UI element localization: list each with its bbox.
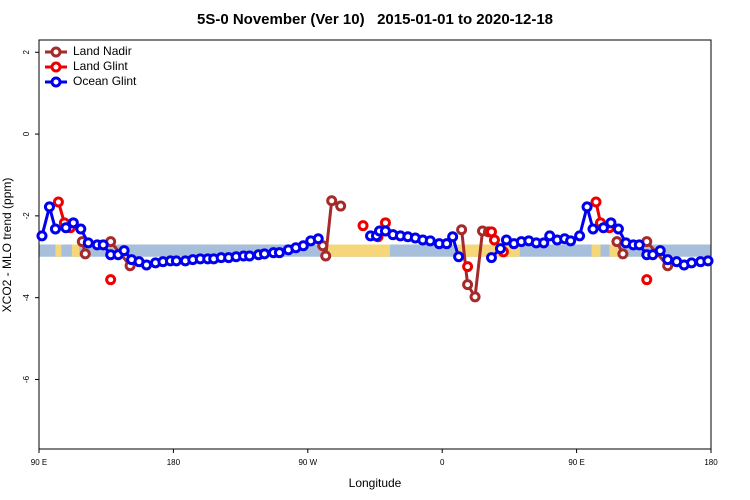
data-point xyxy=(141,259,153,271)
data-point xyxy=(97,239,109,251)
y-axis-label: XCO2 - MLO trend (ppm) xyxy=(0,178,14,313)
data-point xyxy=(462,261,474,273)
plot-frame xyxy=(38,39,712,450)
x-axis-label: Longitude xyxy=(349,476,402,490)
land-span xyxy=(55,244,62,257)
data-point xyxy=(43,201,55,213)
data-point xyxy=(335,200,347,212)
data-point xyxy=(485,252,497,264)
data-point xyxy=(617,248,629,260)
land-span xyxy=(609,244,619,257)
data-point xyxy=(587,223,599,235)
data-point xyxy=(170,255,182,267)
y-tick-label: -4 xyxy=(22,294,31,302)
data-point xyxy=(612,223,624,235)
chart-title: 5S-0 November (Ver 10) 2015-01-01 to 202… xyxy=(197,11,553,28)
data-point xyxy=(538,237,550,249)
legend-label: Land Nadir xyxy=(73,44,132,58)
y-tick-label: -6 xyxy=(22,375,31,383)
data-point xyxy=(49,223,61,235)
data-point xyxy=(105,274,117,286)
data-point xyxy=(60,222,72,234)
data-point xyxy=(456,224,468,236)
data-point xyxy=(641,274,653,286)
y-tick-label: 2 xyxy=(22,49,31,54)
y-tick-label: 0 xyxy=(22,131,31,136)
data-point xyxy=(590,196,602,208)
data-point xyxy=(67,217,79,229)
data-point xyxy=(488,234,500,246)
data-point xyxy=(118,245,130,257)
land-span xyxy=(325,244,390,257)
data-point xyxy=(574,230,586,242)
y-tick-label: -2 xyxy=(22,212,31,220)
data-point xyxy=(662,254,674,266)
data-point xyxy=(273,247,285,259)
data-point xyxy=(633,239,645,251)
data-point xyxy=(424,235,436,247)
data-point xyxy=(611,236,623,248)
legend-marker xyxy=(50,76,62,88)
data-point xyxy=(447,231,459,243)
data-point xyxy=(312,233,324,245)
data-point xyxy=(654,245,666,257)
data-point xyxy=(441,238,453,250)
data-point xyxy=(453,251,465,263)
data-point xyxy=(36,230,48,242)
x-tick-label: 90 E xyxy=(31,458,47,467)
data-point xyxy=(357,220,369,232)
legend-marker xyxy=(50,46,62,58)
data-point xyxy=(326,195,338,207)
data-point xyxy=(605,217,617,229)
land-span xyxy=(591,244,601,257)
x-tick-label: 90 W xyxy=(298,458,317,467)
data-point xyxy=(597,222,609,234)
x-tick-label: 90 E xyxy=(568,458,584,467)
legend-label: Land Glint xyxy=(73,59,128,73)
data-point xyxy=(320,250,332,262)
data-point xyxy=(462,279,474,291)
data-point xyxy=(75,223,87,235)
data-point xyxy=(494,243,506,255)
data-point xyxy=(82,237,94,249)
x-tick-label: 0 xyxy=(440,458,445,467)
data-point xyxy=(686,257,698,269)
data-point xyxy=(581,201,593,213)
x-tick-label: 180 xyxy=(167,458,181,467)
data-point xyxy=(52,196,64,208)
x-tick-label: 180 xyxy=(704,458,718,467)
data-point xyxy=(702,255,714,267)
data-point xyxy=(79,248,91,260)
data-point xyxy=(469,291,481,303)
data-point xyxy=(565,235,577,247)
legend-marker xyxy=(50,61,62,73)
data-point xyxy=(258,248,270,260)
data-point xyxy=(244,250,256,262)
land-span xyxy=(71,244,80,257)
data-point xyxy=(297,240,309,252)
legend-label: Ocean Glint xyxy=(73,74,137,88)
